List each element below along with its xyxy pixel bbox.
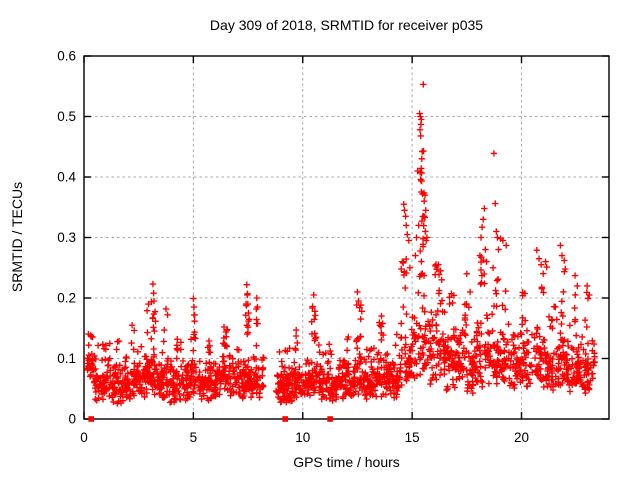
y-axis-label: SRMTID / TECUs (9, 182, 25, 292)
y-tick-label: 0.3 (57, 230, 76, 245)
y-tick-label: 0.5 (57, 109, 76, 124)
zero-flag-square-marker (282, 416, 288, 422)
x-tick-label: 0 (80, 430, 88, 445)
zero-flag-square-marker (88, 416, 94, 422)
srmtid-plus-markers (84, 81, 598, 407)
chart-title: Day 309 of 2018, SRMTID for receiver p03… (210, 17, 483, 33)
y-tick-label: 0.4 (57, 170, 76, 185)
x-axis-label: GPS time / hours (293, 454, 400, 470)
x-tick-label: 10 (295, 430, 310, 445)
y-tick-label: 0.2 (57, 291, 76, 306)
x-tick-label: 5 (190, 430, 198, 445)
x-tick-label: 20 (514, 430, 529, 445)
tick-labels: 0 5 10 15 20 0 0.1 0.2 0.3 0.4 0.5 0.6 (57, 49, 529, 446)
y-tick-label: 0.1 (57, 351, 76, 366)
zero-flag-square-marker (327, 416, 333, 422)
axes-box-and-ticks (83, 55, 610, 420)
y-tick-label: 0 (68, 412, 76, 427)
y-tick-label: 0.6 (57, 49, 76, 64)
x-tick-label: 15 (405, 430, 420, 445)
data-points (84, 81, 598, 422)
